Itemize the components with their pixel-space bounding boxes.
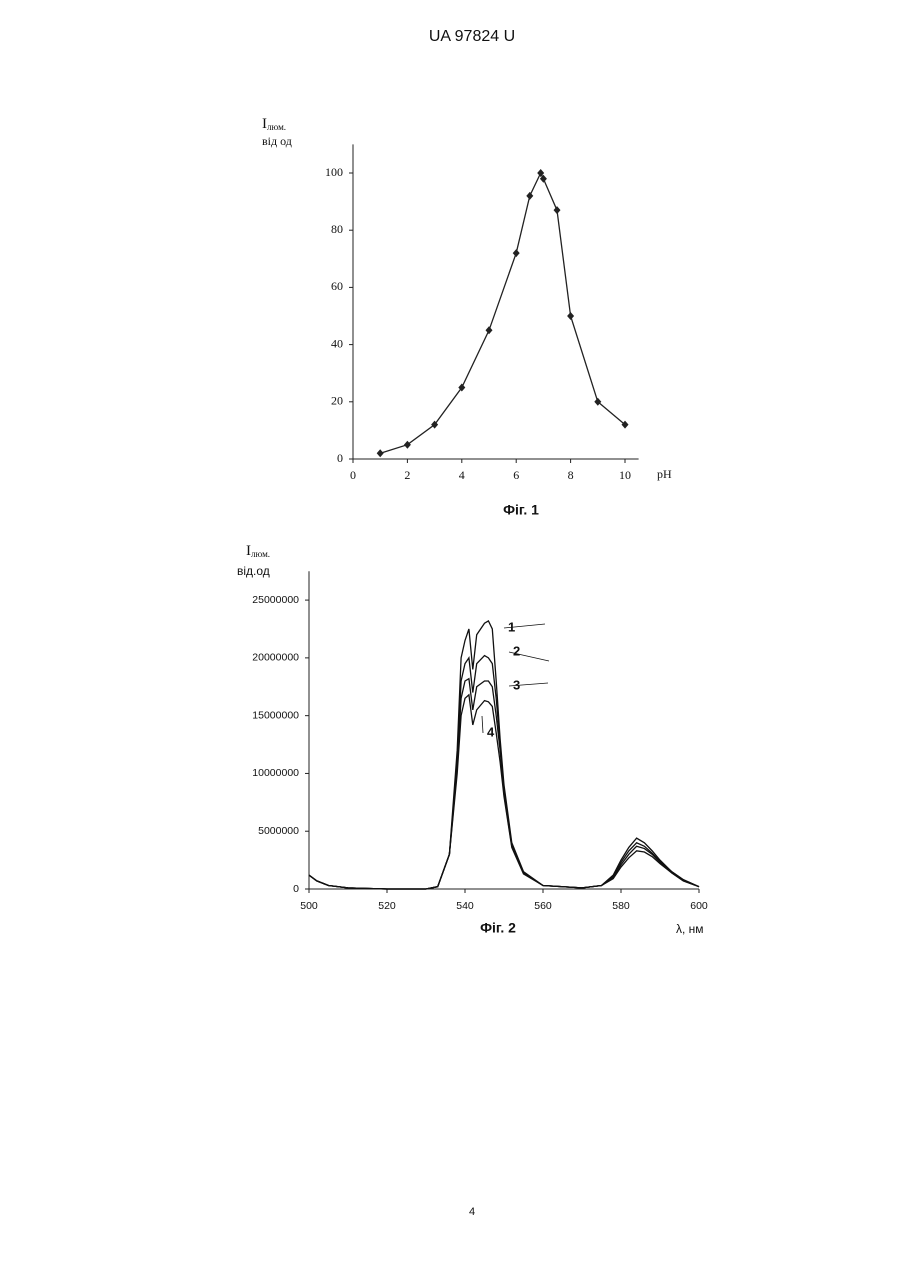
x-tick-label: 10 — [619, 468, 631, 482]
y-label-unit: від.од — [237, 564, 270, 578]
x-tick-label: 540 — [456, 900, 474, 912]
marker — [513, 249, 520, 257]
y-label: Iлюм. — [246, 543, 270, 559]
x-tick-label: 4 — [459, 468, 465, 482]
caption: Фіг. 1 — [503, 502, 539, 518]
x-tick-label: 600 — [690, 900, 708, 912]
marker — [526, 192, 533, 200]
y-label-sub: люм. — [251, 549, 270, 559]
series-line — [309, 656, 699, 889]
series-label: 3 — [513, 677, 520, 692]
y-tick-label: 0 — [337, 451, 343, 465]
series-label: 2 — [513, 643, 520, 658]
x-label: pH — [657, 467, 672, 481]
series-line — [380, 173, 625, 453]
x-tick-label: 0 — [350, 468, 356, 482]
page: UA 97824 U 4 0204060801000246810Iлюм.від… — [0, 0, 901, 1273]
marker — [567, 312, 574, 320]
y-tick-label: 20 — [331, 394, 343, 408]
y-tick-label: 20000000 — [252, 652, 299, 664]
x-tick-label: 520 — [378, 900, 396, 912]
x-tick-label: 560 — [534, 900, 552, 912]
leader-line — [482, 716, 483, 733]
header: UA 97824 U — [429, 28, 515, 45]
series-label: 1 — [508, 619, 515, 634]
y-label-unit: від од — [262, 134, 292, 148]
y-tick-label: 10000000 — [252, 767, 299, 779]
y-label-sub: люм. — [267, 122, 286, 132]
y-tick-label: 25000000 — [252, 594, 299, 606]
x-tick-label: 8 — [568, 468, 574, 482]
page-number: 4 — [469, 1206, 475, 1218]
y-tick-label: 100 — [325, 165, 343, 179]
series-label: 4 — [487, 724, 495, 739]
x-tick-label: 6 — [513, 468, 519, 482]
series-line — [309, 621, 699, 889]
y-label: Iлюм. — [262, 116, 286, 132]
marker — [377, 449, 384, 457]
marker — [554, 206, 561, 214]
y-tick-label: 5000000 — [258, 825, 299, 837]
y-tick-label: 40 — [331, 336, 343, 350]
caption: Фіг. 2 — [480, 920, 516, 936]
marker — [404, 441, 411, 449]
x-label: λ, нм — [676, 922, 704, 936]
x-tick-label: 500 — [300, 900, 318, 912]
y-tick-label: 80 — [331, 222, 343, 236]
series-line — [309, 695, 699, 889]
y-tick-label: 15000000 — [252, 709, 299, 721]
document: UA 97824 U 4 0204060801000246810Iлюм.від… — [0, 0, 901, 1273]
x-tick-label: 580 — [612, 900, 630, 912]
marker — [486, 326, 493, 334]
y-tick-label: 60 — [331, 279, 343, 293]
y-tick-label: 0 — [293, 883, 299, 895]
x-tick-label: 2 — [404, 468, 410, 482]
